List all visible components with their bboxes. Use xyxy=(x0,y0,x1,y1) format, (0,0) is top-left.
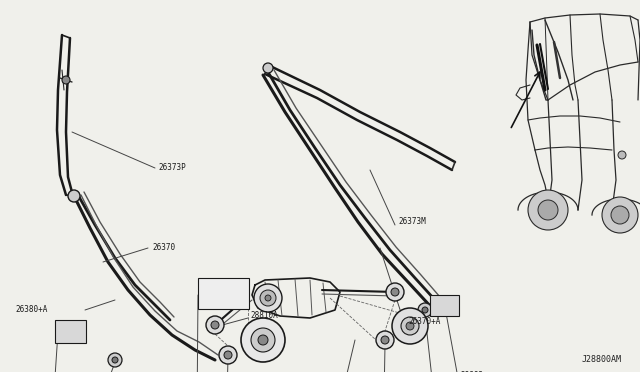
FancyBboxPatch shape xyxy=(198,278,248,308)
Text: 26370: 26370 xyxy=(152,244,175,253)
Circle shape xyxy=(263,63,273,73)
Text: 28882: 28882 xyxy=(460,371,483,372)
Circle shape xyxy=(392,308,428,344)
Circle shape xyxy=(241,318,285,362)
Text: J28800AM: J28800AM xyxy=(582,356,622,365)
Circle shape xyxy=(265,295,271,301)
Circle shape xyxy=(422,307,428,313)
Circle shape xyxy=(254,284,282,312)
Circle shape xyxy=(391,288,399,296)
Circle shape xyxy=(68,190,80,202)
Circle shape xyxy=(108,353,122,367)
Text: 26373P: 26373P xyxy=(158,164,186,173)
Circle shape xyxy=(62,76,70,84)
Text: 26373M: 26373M xyxy=(398,218,426,227)
Circle shape xyxy=(376,331,394,349)
FancyBboxPatch shape xyxy=(429,295,458,315)
Circle shape xyxy=(258,335,268,345)
Circle shape xyxy=(602,197,638,233)
Circle shape xyxy=(211,321,219,329)
Circle shape xyxy=(219,346,237,364)
Circle shape xyxy=(260,290,276,306)
Circle shape xyxy=(538,200,558,220)
Text: 28810A: 28810A xyxy=(250,311,278,320)
Circle shape xyxy=(224,351,232,359)
FancyBboxPatch shape xyxy=(54,320,86,343)
Circle shape xyxy=(206,316,224,334)
Text: 26380+A: 26380+A xyxy=(15,305,47,314)
Circle shape xyxy=(386,283,404,301)
Circle shape xyxy=(618,151,626,159)
Circle shape xyxy=(401,317,419,335)
Circle shape xyxy=(381,336,389,344)
Circle shape xyxy=(251,328,275,352)
Circle shape xyxy=(418,303,432,317)
Text: 26370+A: 26370+A xyxy=(408,317,440,327)
Circle shape xyxy=(406,322,414,330)
Circle shape xyxy=(112,357,118,363)
Circle shape xyxy=(611,206,629,224)
Circle shape xyxy=(528,190,568,230)
